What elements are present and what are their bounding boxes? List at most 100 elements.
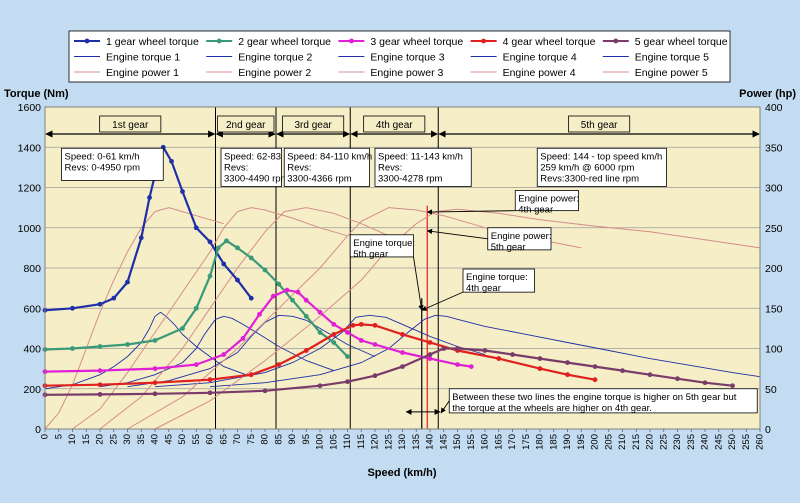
x-tick-label: 30 [122,434,133,445]
data-point [345,354,350,359]
data-point [248,372,254,378]
gear-range-label-box [363,115,426,133]
data-point [111,295,117,301]
info-text: Revs: [378,162,402,173]
data-point [97,344,103,349]
y-axis-label: Torque (Nm) [4,88,69,100]
x-tick-label: 100 [315,434,326,450]
x-tick-label: 45 [163,434,174,445]
x-tick-label: 115 [356,434,367,449]
x-tick-label: 80 [260,434,271,445]
series-line [99,207,390,430]
info-text: Speed: 144 - top speed km/h [540,151,662,162]
legend-label: 5 gear wheel torque [635,36,728,48]
data-point [97,368,103,374]
data-point [565,360,570,365]
legend-label: 4 gear wheel torque [503,36,596,48]
info-box [61,147,164,181]
annotation-arrow [440,400,450,414]
data-point [345,330,350,335]
x-tick-label: 135 [411,434,422,450]
x-tick-label: 225 [658,434,669,450]
x-tick-label: 200 [590,434,601,450]
annotation-arrow [421,291,464,311]
data-point [372,322,378,328]
data-point [262,388,268,394]
x-tick-label: 180 [535,434,546,450]
x-tick-label: 10 [67,434,78,445]
data-point [455,362,460,367]
data-point [207,239,213,245]
x-tick-label: 230 [672,434,683,450]
data-point [180,189,185,194]
info-box [220,147,282,187]
data-point [97,382,103,388]
annotation-text: the torque at the wheels are higher on 4… [452,403,652,414]
x-tick-label: 250 [727,434,738,450]
data-point [427,356,433,361]
data-point [248,295,254,301]
grid [45,146,760,390]
data-point [125,342,130,347]
data-point [675,376,680,382]
data-point [565,372,570,378]
y-tick-label: 400 [23,344,41,356]
annotation-box [514,190,579,212]
info-text: Speed: 62-83 km/h [224,151,304,162]
data-point [331,332,337,337]
gear-range-label-box [99,115,162,133]
y2-tick-label: 300 [765,183,783,195]
x-tick-label: 145 [438,434,449,450]
y-tick-label: 600 [23,303,41,315]
info-box [536,147,667,187]
data-point [441,346,447,351]
series-line [154,314,486,388]
annotation-arrow [413,256,424,311]
data-point [240,336,246,341]
x-tick-label: 140 [425,434,436,450]
data-point [276,281,282,287]
gear-range-label: 3rd gear [295,120,333,131]
x-tick-label: 60 [205,434,216,445]
y2-tick-label: 0 [765,424,771,436]
info-text: Revs:3300-red line rpm [540,173,639,184]
legend-label: 2 gear wheel torque [238,36,331,48]
x-tick-label: 55 [191,434,202,445]
axes: 0200400600800100012001400160005010015020… [18,102,783,450]
y2-tick-label: 400 [765,102,783,114]
y2-tick-label: 350 [765,142,783,154]
data-point [303,313,309,319]
data-point [620,368,625,374]
data-point [270,293,276,299]
y-tick-label: 200 [23,384,41,396]
y-tick-label: 1400 [18,142,42,154]
data-point [295,289,301,295]
legend-marker [481,38,486,44]
x-tick-label: 205 [603,434,614,450]
legend-label: Engine power 4 [503,67,576,79]
data-point [290,297,295,303]
y-tick-label: 1600 [18,102,42,114]
data-point [400,364,405,370]
info-text: 259 km/h @ 6000 rpm [540,162,634,173]
data-point [400,350,405,355]
gear-range-label: 5th gear [581,120,618,131]
x-tick-label: 260 [755,434,766,450]
info-text: Revs: [287,162,311,173]
data-point [257,311,262,317]
data-point [455,346,460,351]
x-tick-label: 120 [370,434,381,450]
x-tick-label: 235 [686,434,697,450]
x-tick-label: 185 [548,434,559,450]
data-point [152,380,158,386]
annotation-box [448,388,758,414]
x-tick-label: 160 [480,434,491,450]
x-tick-label: 85 [273,434,284,445]
info-text: Speed: 11-143 km/h [378,151,463,162]
data-point [372,342,378,347]
data-point [138,235,144,241]
data-point [331,321,337,327]
data-point [152,366,158,372]
data-point [215,245,221,251]
info-box [283,147,370,187]
